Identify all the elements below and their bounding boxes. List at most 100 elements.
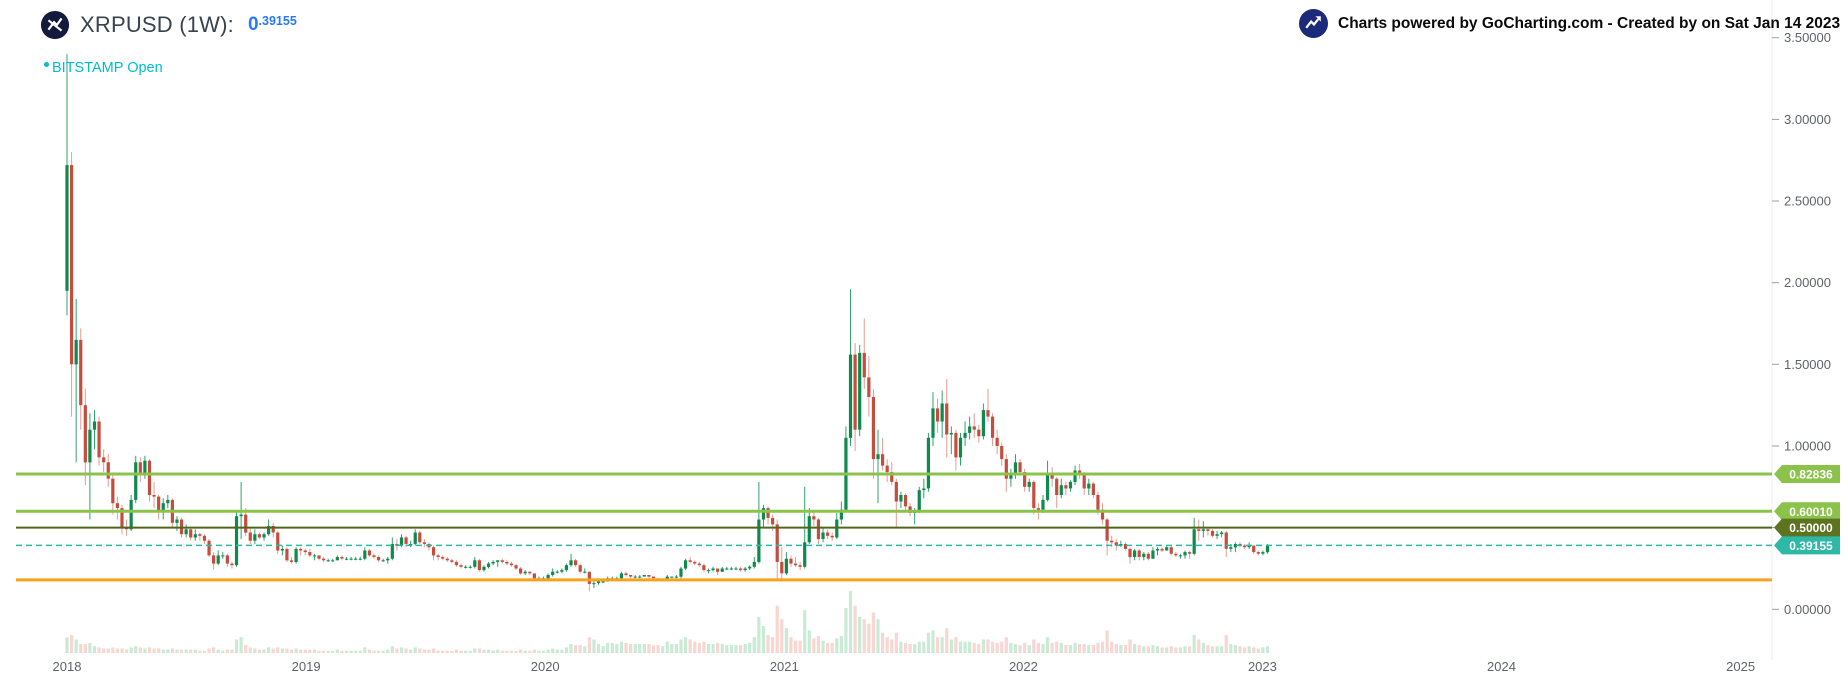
candle-body: [450, 560, 454, 562]
last-price-line-badge[interactable]: 0.39155: [1774, 536, 1840, 555]
candle-body: [1174, 553, 1178, 556]
volume-bar: [903, 642, 908, 653]
candle-body: [1183, 552, 1187, 556]
volume-bar: [560, 649, 564, 653]
resistance-line-upper-badge[interactable]: 0.82836: [1774, 465, 1840, 483]
volume-bar: [331, 650, 335, 653]
candle-body: [1110, 540, 1114, 543]
volume-bar: [244, 645, 248, 653]
volume-bar: [253, 648, 257, 653]
candle-body: [69, 165, 74, 365]
candle-body: [317, 555, 321, 559]
volume-bar: [79, 644, 83, 653]
volume-bar: [972, 642, 976, 653]
volume-bar: [963, 641, 967, 653]
volume-bar: [170, 648, 174, 653]
candle-body: [225, 555, 229, 564]
gocharting-logo-icon[interactable]: [40, 10, 70, 40]
candle-body: [138, 462, 142, 474]
volume-bar: [221, 650, 225, 653]
volume-bar: [1110, 641, 1114, 653]
price-axis[interactable]: 0.00000 0.50000 1.00000 1.50000 2.00000 2.500…: [1771, 0, 1831, 660]
candle-body: [1055, 478, 1059, 495]
candle-body: [876, 454, 880, 460]
candle-body: [1261, 552, 1265, 554]
volume-bar: [1050, 642, 1054, 653]
resistance-line-lower-badge[interactable]: 0.60010: [1774, 502, 1840, 521]
volume-bar: [115, 648, 119, 653]
volume-bar: [867, 623, 871, 653]
candle-body: [734, 568, 738, 570]
candle-body: [757, 519, 761, 562]
symbol-title[interactable]: XRPUSD (1W):: [80, 12, 234, 37]
volume-bar: [1068, 645, 1073, 653]
volume-bar: [1023, 642, 1027, 653]
volume-bar: [793, 640, 798, 653]
candle-body: [830, 535, 834, 538]
volume-bar: [1178, 647, 1183, 653]
candle-body: [386, 558, 390, 561]
volume-bar: [968, 641, 972, 653]
volume-bar: [995, 642, 999, 653]
candle-body: [1128, 548, 1132, 558]
volume-bar: [578, 645, 582, 653]
badge-shape: [1774, 536, 1840, 555]
volume-bar: [294, 648, 298, 653]
volume-bar: [445, 650, 449, 653]
volume-bar: [459, 650, 463, 653]
candle-body: [683, 560, 688, 569]
candle-body: [1036, 508, 1040, 510]
volume-bar: [482, 649, 486, 653]
volume-bar: [124, 649, 129, 653]
candle-body: [1242, 545, 1247, 548]
candle-body: [1009, 475, 1013, 479]
candle-body: [853, 354, 857, 430]
candle-body: [372, 555, 376, 557]
candle-body: [1041, 499, 1045, 510]
candle-body: [940, 403, 944, 422]
volume-bar: [1100, 641, 1105, 653]
volume-bar: [239, 637, 243, 653]
candle-body: [1064, 485, 1068, 489]
candle-body: [711, 568, 715, 571]
volume-bar: [798, 640, 802, 653]
volume-bar: [65, 637, 69, 653]
volume-bar: [1091, 645, 1095, 653]
volume-bar: [486, 649, 491, 653]
support-line-olive-badge[interactable]: 0.50000: [1774, 518, 1840, 537]
volume-bar: [267, 647, 271, 653]
candle-body: [230, 563, 234, 566]
volume-bar: [386, 649, 390, 653]
candle-body: [1000, 446, 1004, 460]
volume-bar: [890, 639, 894, 653]
candle-body: [647, 575, 651, 577]
candle-body: [1187, 552, 1192, 554]
candle-body: [335, 557, 339, 561]
x-axis-label: 2019: [292, 659, 321, 674]
volume-bar: [184, 649, 188, 653]
volume-bar: [1032, 639, 1036, 653]
volume-bar: [418, 648, 422, 653]
candle-body: [1233, 544, 1238, 548]
candle-body: [738, 568, 743, 571]
candle-body: [473, 560, 477, 567]
volume-bar: [1192, 635, 1196, 653]
candle-body: [413, 532, 417, 544]
candle-body: [546, 575, 550, 579]
volume-bar: [528, 650, 532, 653]
volume-bar: [697, 642, 701, 653]
volume-bar: [514, 650, 518, 653]
volume-bar: [111, 647, 115, 653]
candle-body: [102, 457, 106, 463]
volume-bar: [381, 650, 385, 653]
candle-body: [1133, 550, 1137, 557]
volume-bar: [161, 649, 165, 653]
candle-body: [1023, 472, 1027, 487]
volume-bar: [450, 650, 454, 653]
x-axis-label: 2025: [1726, 659, 1755, 674]
volume-bar: [775, 605, 779, 653]
candle-body: [244, 514, 248, 533]
volume-bar: [230, 649, 234, 653]
time-axis[interactable]: 2018 2019 2020 2021 2022 2023 2024 2025: [53, 659, 1756, 674]
